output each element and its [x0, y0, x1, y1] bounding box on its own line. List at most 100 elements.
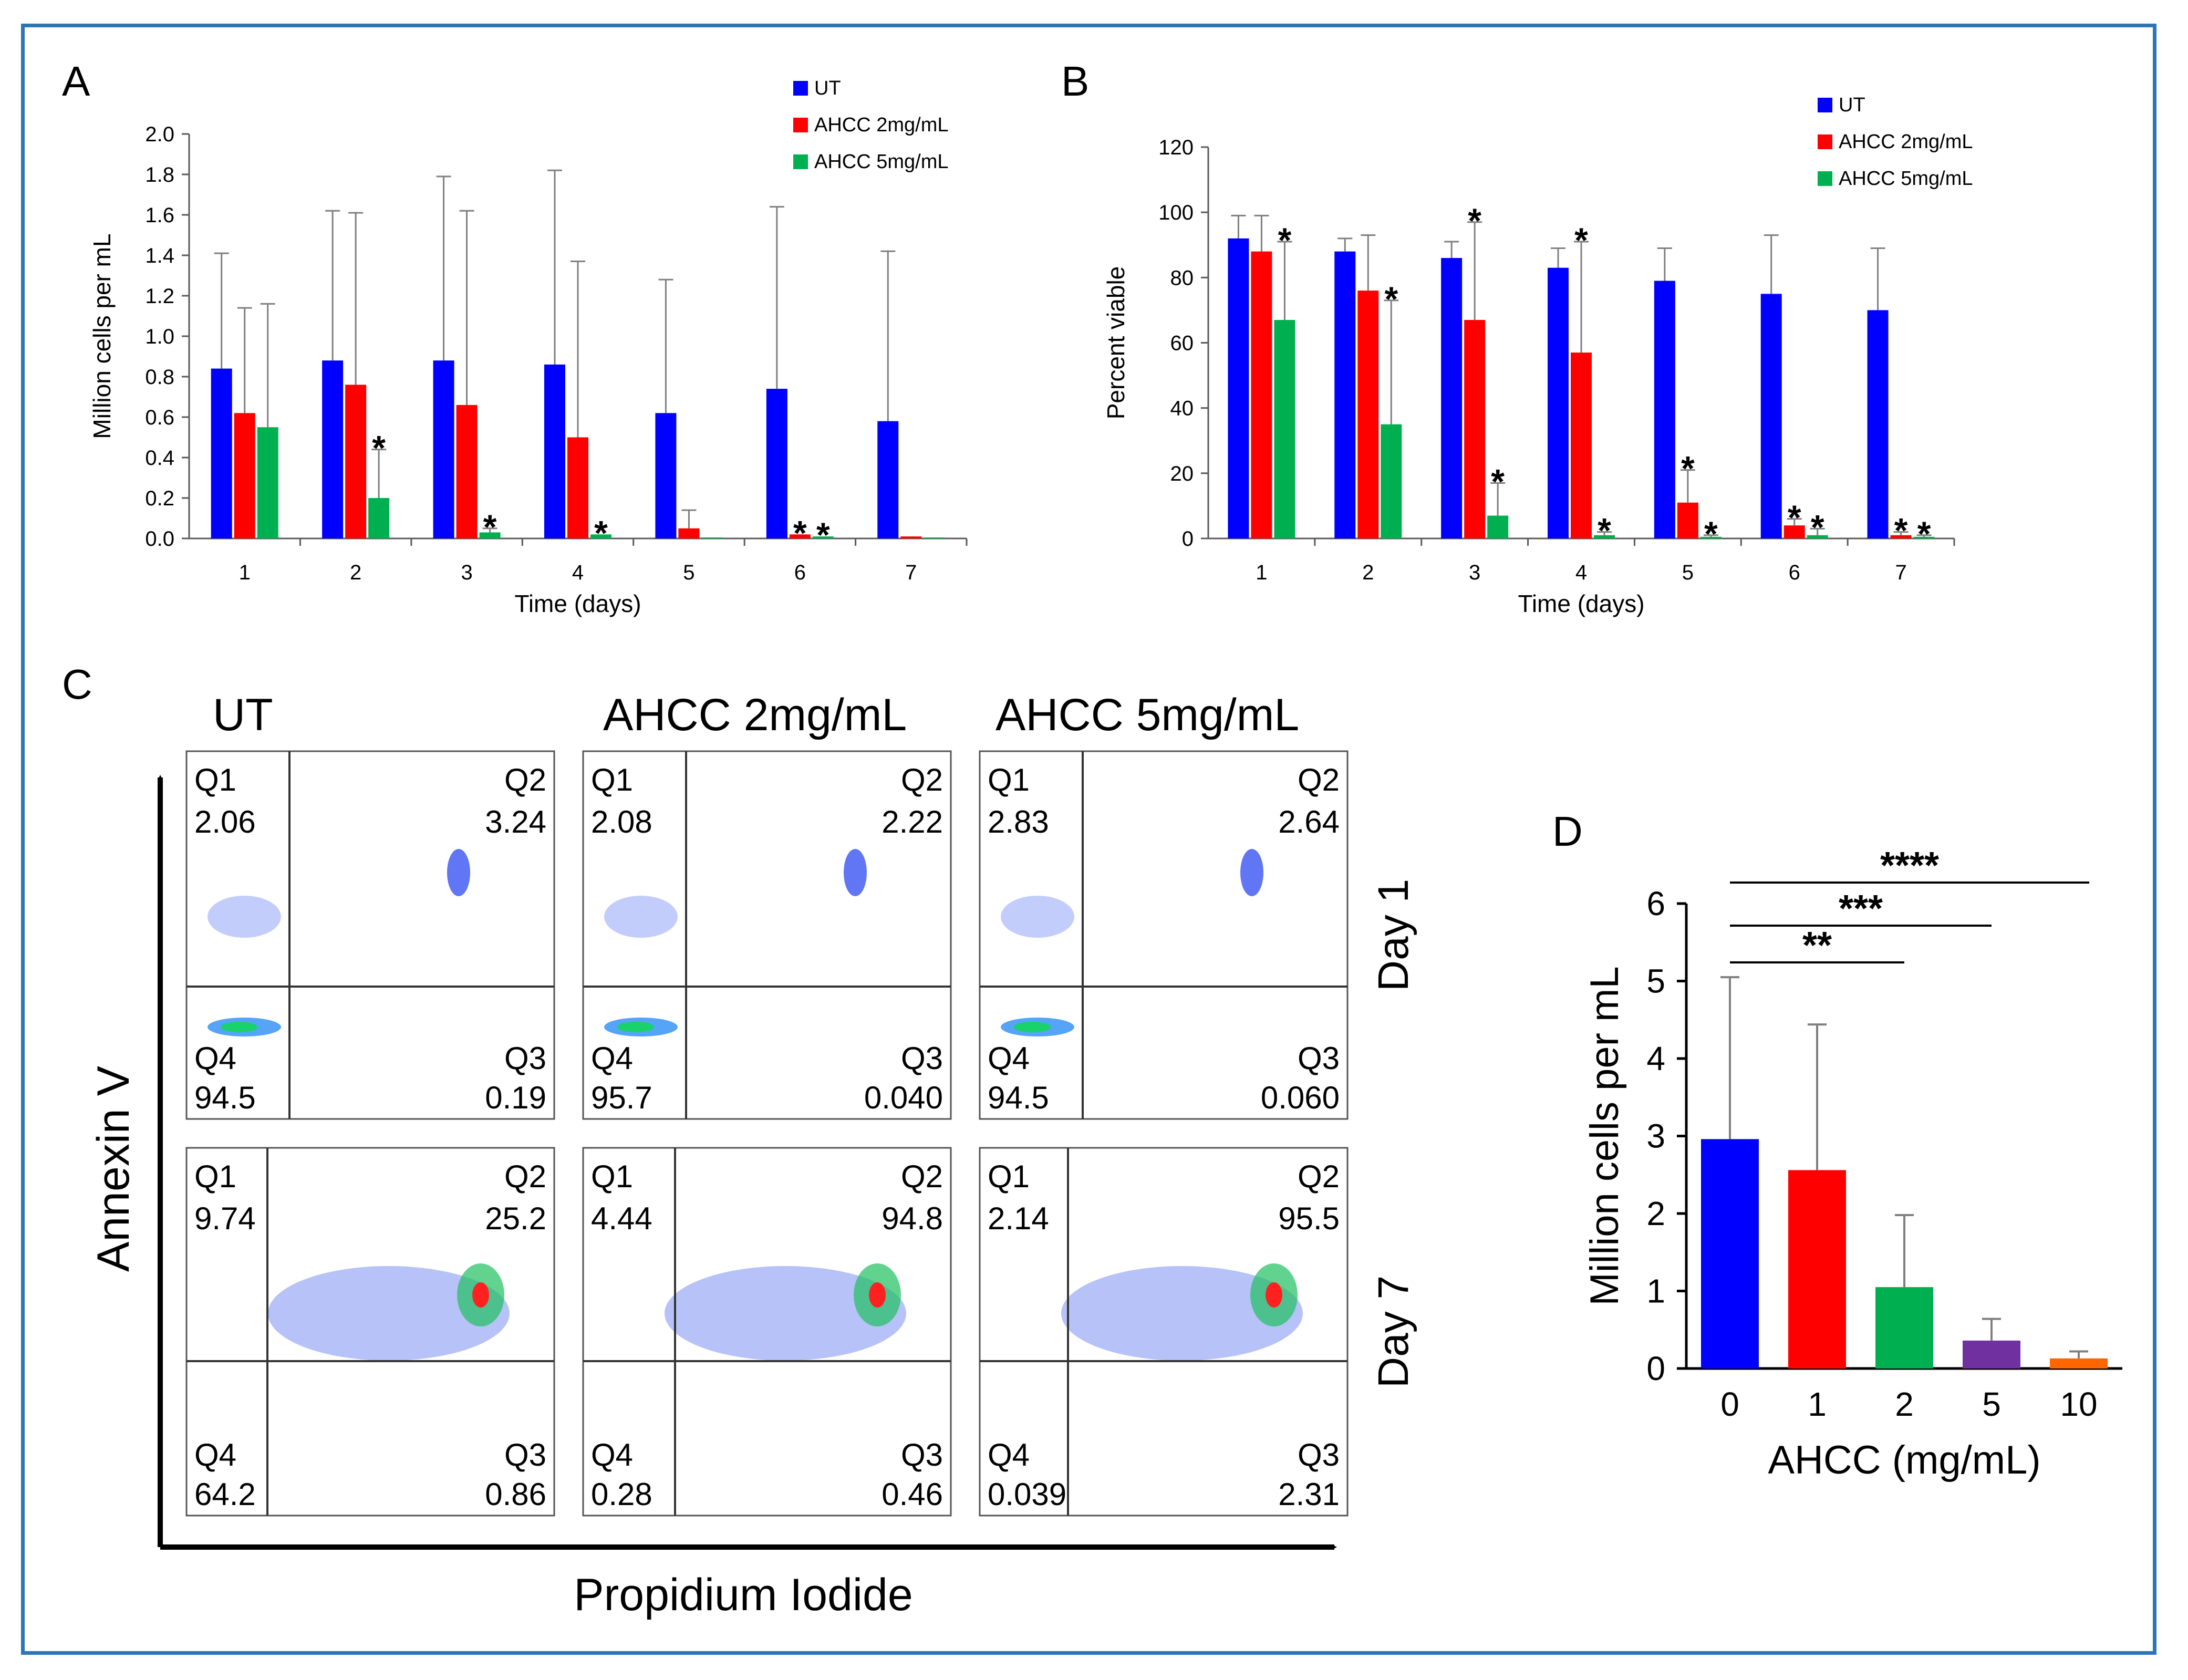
x-tick-label: 6: [1789, 561, 1800, 584]
bar-ahcc2: [1251, 251, 1272, 539]
quadrant-value-q2: 94.8: [882, 1201, 943, 1236]
x-axis-label: Time (days): [1518, 590, 1644, 617]
flow-row-label: Day 1: [1370, 879, 1417, 991]
density-cluster: [447, 849, 470, 896]
y-tick-label: 0.2: [145, 487, 174, 510]
significance-label: ***: [1839, 888, 1883, 930]
quadrant-name-q3: Q3: [1298, 1437, 1340, 1472]
quadrant-name-q4: Q4: [988, 1041, 1030, 1076]
significance-star: *: [1788, 498, 1801, 537]
legend-swatch: [793, 154, 808, 169]
significance-star: *: [1811, 507, 1824, 546]
quadrant-name-q4: Q4: [988, 1437, 1030, 1472]
bar-ahcc5: [257, 427, 278, 538]
quadrant-value-q2: 3.24: [485, 804, 546, 839]
quadrant-value-q1: 2.08: [591, 804, 652, 839]
quadrant-value-q1: 9.74: [194, 1201, 256, 1236]
significance-star: *: [1384, 279, 1398, 318]
x-tick-label: 7: [905, 561, 917, 584]
y-tick-label: 1.2: [145, 285, 174, 308]
bar-ahcc2: [1357, 291, 1379, 538]
quadrant-value-q2: 95.5: [1278, 1201, 1340, 1236]
quadrant-value-q3: 2.31: [1278, 1477, 1340, 1512]
bar-ut: [322, 360, 344, 538]
density-cluster: [844, 849, 867, 896]
bar-ahcc2: [1890, 535, 1912, 538]
bar-ahcc2: [678, 528, 700, 538]
significance-star: *: [793, 513, 807, 552]
x-tick-label: 4: [1575, 561, 1587, 584]
bar-ahcc5: [1807, 535, 1828, 538]
density-core: [617, 1022, 654, 1032]
bar-ut: [655, 413, 677, 538]
pi-axis-label: Propidium Iodide: [574, 1570, 912, 1620]
quadrant-value-q4: 0.039: [988, 1477, 1066, 1512]
quadrant-value-q2: 2.22: [882, 804, 943, 839]
quadrant-name-q4: Q4: [194, 1437, 236, 1472]
quadrant-value-q4: 94.5: [194, 1080, 256, 1115]
quadrant-name-q2: Q2: [504, 1159, 546, 1194]
quadrant-name-q1: Q1: [591, 762, 633, 797]
y-tick-label: 1.4: [145, 244, 174, 267]
bar-ahcc2: [567, 437, 588, 538]
significance-star: *: [1917, 514, 1931, 553]
y-tick-label: 60: [1170, 332, 1194, 355]
significance-label: ****: [1880, 845, 1939, 887]
quadrant-name-q3: Q3: [901, 1437, 943, 1472]
quadrant-name-q2: Q2: [901, 762, 943, 797]
flow-plot-frame: [979, 750, 1349, 1120]
significance-star: *: [1278, 221, 1292, 260]
significance-star: *: [816, 515, 830, 554]
quadrant-value-q3: 0.040: [864, 1080, 943, 1115]
y-tick-label: 0: [1646, 1350, 1665, 1387]
bar-ahcc2: [1571, 352, 1592, 538]
y-tick-label: 0: [1182, 527, 1194, 551]
flow-plot-frame: [185, 750, 555, 1120]
bar-ahcc5: [368, 498, 390, 538]
quadrant-value-q3: 0.19: [485, 1080, 546, 1115]
bar-ahcc2: [456, 405, 478, 538]
quadrant-value-q4: 94.5: [988, 1080, 1049, 1115]
flow-column-title: AHCC 5mg/mL: [996, 690, 1299, 740]
bar-ahcc-10: [2050, 1358, 2108, 1368]
y-axis-label: Million cells per mL: [88, 233, 116, 439]
x-tick-label: 4: [572, 561, 584, 584]
x-tick-label: 3: [1469, 561, 1480, 584]
quadrant-name-q2: Q2: [504, 762, 546, 797]
quadrant-value-q2: 25.2: [485, 1201, 546, 1236]
quadrant-name-q3: Q3: [504, 1041, 546, 1076]
density-core: [1266, 1282, 1282, 1308]
bar-ahcc2: [1464, 320, 1486, 538]
y-tick-label: 0.8: [145, 366, 174, 389]
legend-label: AHCC 2mg/mL: [1839, 131, 1973, 153]
density-cluster: [208, 896, 281, 938]
quadrant-name-q1: Q1: [194, 1159, 236, 1194]
y-tick-label: 2.0: [145, 123, 174, 146]
bar-ahcc5: [1700, 536, 1722, 538]
bar-ahcc2: [1783, 525, 1805, 538]
quadrant-name-q2: Q2: [1298, 762, 1340, 797]
y-tick-label: 1: [1646, 1272, 1665, 1310]
legend-swatch: [1818, 171, 1832, 186]
quadrant-name-q1: Q1: [591, 1159, 633, 1194]
x-tick-label: 2: [1362, 561, 1374, 584]
panel-label-a: A: [62, 58, 90, 105]
density-cluster: [604, 896, 678, 938]
legend-label: UT: [1839, 94, 1865, 116]
quadrant-value-q1: 2.14: [988, 1201, 1049, 1236]
quadrant-name-q4: Q4: [591, 1437, 633, 1472]
bar-ut: [1867, 310, 1889, 538]
x-tick-label: 10: [2060, 1385, 2097, 1423]
bar-ahcc2: [789, 534, 811, 538]
quadrant-value-q4: 0.28: [591, 1477, 652, 1512]
x-tick-label: 1: [1808, 1385, 1827, 1423]
quadrant-name-q2: Q2: [901, 1159, 943, 1194]
quadrant-value-q3: 0.46: [882, 1477, 943, 1512]
bar-ahcc-2: [1875, 1287, 1933, 1368]
y-tick-label: 1.8: [145, 163, 174, 186]
bar-ahcc2: [234, 413, 255, 538]
x-tick-label: 3: [461, 561, 472, 584]
bar-ut: [433, 360, 454, 538]
